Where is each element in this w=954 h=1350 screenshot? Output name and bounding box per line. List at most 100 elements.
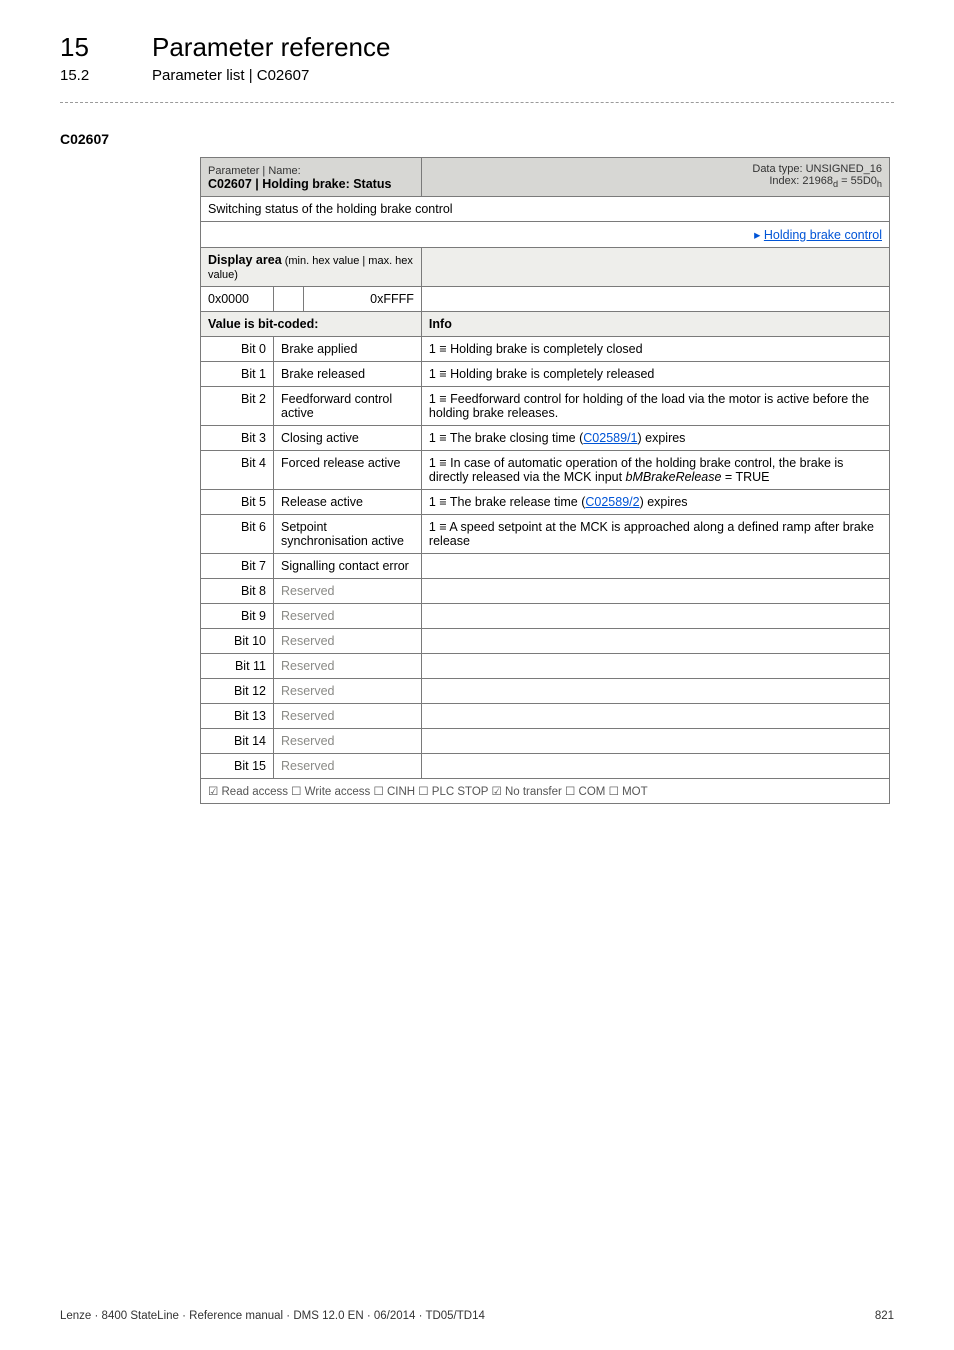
table-row: Bit 4 Forced release active 1 ≡ In case … — [201, 451, 890, 490]
bit-label: Closing active — [274, 426, 422, 451]
bit-number: Bit 11 — [201, 654, 274, 679]
index-label: Index: 21968d = 55D0h — [769, 175, 882, 187]
bit-info: 1 ≡ The brake release time (C02589/2) ex… — [421, 490, 889, 515]
c02589-2-link[interactable]: C02589/2 — [585, 495, 639, 509]
bit-label: Reserved — [274, 679, 422, 704]
bit-info — [421, 654, 889, 679]
chapter-header: 15 Parameter reference — [60, 32, 894, 63]
bit-label: Reserved — [274, 729, 422, 754]
bit-number: Bit 1 — [201, 362, 274, 387]
param-name-label: Parameter | Name: — [208, 165, 301, 177]
parameter-table: Parameter | Name: C02607 | Holding brake… — [200, 157, 890, 804]
bit-label: Release active — [274, 490, 422, 515]
range-row: 0x0000 0xFFFF — [201, 287, 890, 312]
display-area-empty — [421, 248, 889, 287]
bit-info — [421, 704, 889, 729]
bit-number: Bit 15 — [201, 754, 274, 779]
bit-info: 1 ≡ Holding brake is completely closed — [421, 337, 889, 362]
parameter-table-wrap: Parameter | Name: C02607 | Holding brake… — [200, 157, 890, 804]
table-row: Bit 3 Closing active 1 ≡ The brake closi… — [201, 426, 890, 451]
bit-number: Bit 2 — [201, 387, 274, 426]
display-area-label: Display area — [208, 253, 282, 267]
bit-label: Reserved — [274, 579, 422, 604]
bit-number: Bit 7 — [201, 554, 274, 579]
bit-label: Brake applied — [274, 337, 422, 362]
display-area-row: Display area (min. hex value | max. hex … — [201, 248, 890, 287]
table-row: Bit 2 Feedforward control active 1 ≡ Fee… — [201, 387, 890, 426]
access-row: ☑ Read access ☐ Write access ☐ CINH ☐ PL… — [201, 779, 890, 804]
bit-number: Bit 13 — [201, 704, 274, 729]
table-row: Bit 15 Reserved — [201, 754, 890, 779]
subsection-title: Parameter list | C02607 — [152, 67, 309, 84]
info-header: Info — [421, 312, 889, 337]
bit-number: Bit 14 — [201, 729, 274, 754]
range-min: 0x0000 — [201, 287, 274, 312]
bit-number: Bit 9 — [201, 604, 274, 629]
bit-label: Reserved — [274, 754, 422, 779]
bit-info: 1 ≡ A speed setpoint at the MCK is appro… — [421, 515, 889, 554]
table-row: Bit 10 Reserved — [201, 629, 890, 654]
bit-info — [421, 754, 889, 779]
table-row: Bit 5 Release active 1 ≡ The brake relea… — [201, 490, 890, 515]
table-row: Bit 6 Setpoint synchronisation active 1 … — [201, 515, 890, 554]
bit-info: 1 ≡ The brake closing time (C02589/1) ex… — [421, 426, 889, 451]
bit-number: Bit 8 — [201, 579, 274, 604]
table-row: Bit 12 Reserved — [201, 679, 890, 704]
bit-label: Forced release active — [274, 451, 422, 490]
bit-info — [421, 729, 889, 754]
chapter-title: Parameter reference — [152, 32, 390, 63]
bit-label: Signalling contact error — [274, 554, 422, 579]
table-row: Bit 0 Brake applied 1 ≡ Holding brake is… — [201, 337, 890, 362]
bit-number: Bit 10 — [201, 629, 274, 654]
value-bit-coded-row: Value is bit-coded: Info — [201, 312, 890, 337]
access-flags: ☑ Read access ☐ Write access ☐ CINH ☐ PL… — [201, 779, 890, 804]
param-name-value: C02607 | Holding brake: Status — [208, 177, 391, 191]
bit-number: Bit 6 — [201, 515, 274, 554]
bit-number: Bit 4 — [201, 451, 274, 490]
page-footer: Lenze · 8400 StateLine · Reference manua… — [60, 1310, 894, 1322]
page: 15 Parameter reference 15.2 Parameter li… — [0, 0, 954, 1350]
display-area-cell: Display area (min. hex value | max. hex … — [201, 248, 422, 287]
table-row: Bit 14 Reserved — [201, 729, 890, 754]
divider — [60, 102, 894, 103]
bit-number: Bit 5 — [201, 490, 274, 515]
bit-info — [421, 629, 889, 654]
bit-info: 1 ≡ In case of automatic operation of th… — [421, 451, 889, 490]
bit-number: Bit 0 — [201, 337, 274, 362]
table-header-left: Parameter | Name: C02607 | Holding brake… — [201, 158, 422, 197]
bit-label: Reserved — [274, 629, 422, 654]
range-mid — [274, 287, 304, 312]
bit-info: 1 ≡ Holding brake is completely released — [421, 362, 889, 387]
table-row: Bit 11 Reserved — [201, 654, 890, 679]
triangle-icon: ▸ — [754, 228, 764, 242]
bit-info — [421, 554, 889, 579]
value-bit-coded-label: Value is bit-coded: — [201, 312, 422, 337]
bit-info: 1 ≡ Feedforward control for holding of t… — [421, 387, 889, 426]
bit-number: Bit 12 — [201, 679, 274, 704]
subsection-header: 15.2 Parameter list | C02607 — [60, 67, 894, 84]
holding-brake-link-cell: ▸ Holding brake control — [201, 222, 890, 248]
c02589-1-link[interactable]: C02589/1 — [583, 431, 637, 445]
bit-label: Reserved — [274, 604, 422, 629]
holding-brake-control-link[interactable]: Holding brake control — [764, 228, 882, 242]
bit-label: Setpoint synchronisation active — [274, 515, 422, 554]
bit-label: Reserved — [274, 704, 422, 729]
switching-status-row: Switching status of the holding brake co… — [201, 197, 890, 222]
footer-left: Lenze · 8400 StateLine · Reference manua… — [60, 1310, 485, 1322]
table-row: Bit 13 Reserved — [201, 704, 890, 729]
range-max: 0xFFFF — [304, 287, 422, 312]
table-row: Bit 8 Reserved — [201, 579, 890, 604]
parameter-id-heading: C02607 — [60, 131, 894, 147]
bit-number: Bit 3 — [201, 426, 274, 451]
table-header-row: Parameter | Name: C02607 | Holding brake… — [201, 158, 890, 197]
table-row: Bit 9 Reserved — [201, 604, 890, 629]
data-type: Data type: UNSIGNED_16 — [752, 163, 882, 175]
switching-status-text: Switching status of the holding brake co… — [201, 197, 890, 222]
bit-info — [421, 679, 889, 704]
table-row: Bit 7 Signalling contact error — [201, 554, 890, 579]
bit-label: Reserved — [274, 654, 422, 679]
subsection-number: 15.2 — [60, 67, 120, 84]
bit-info — [421, 604, 889, 629]
bit-info — [421, 579, 889, 604]
table-row: Bit 1 Brake released 1 ≡ Holding brake i… — [201, 362, 890, 387]
